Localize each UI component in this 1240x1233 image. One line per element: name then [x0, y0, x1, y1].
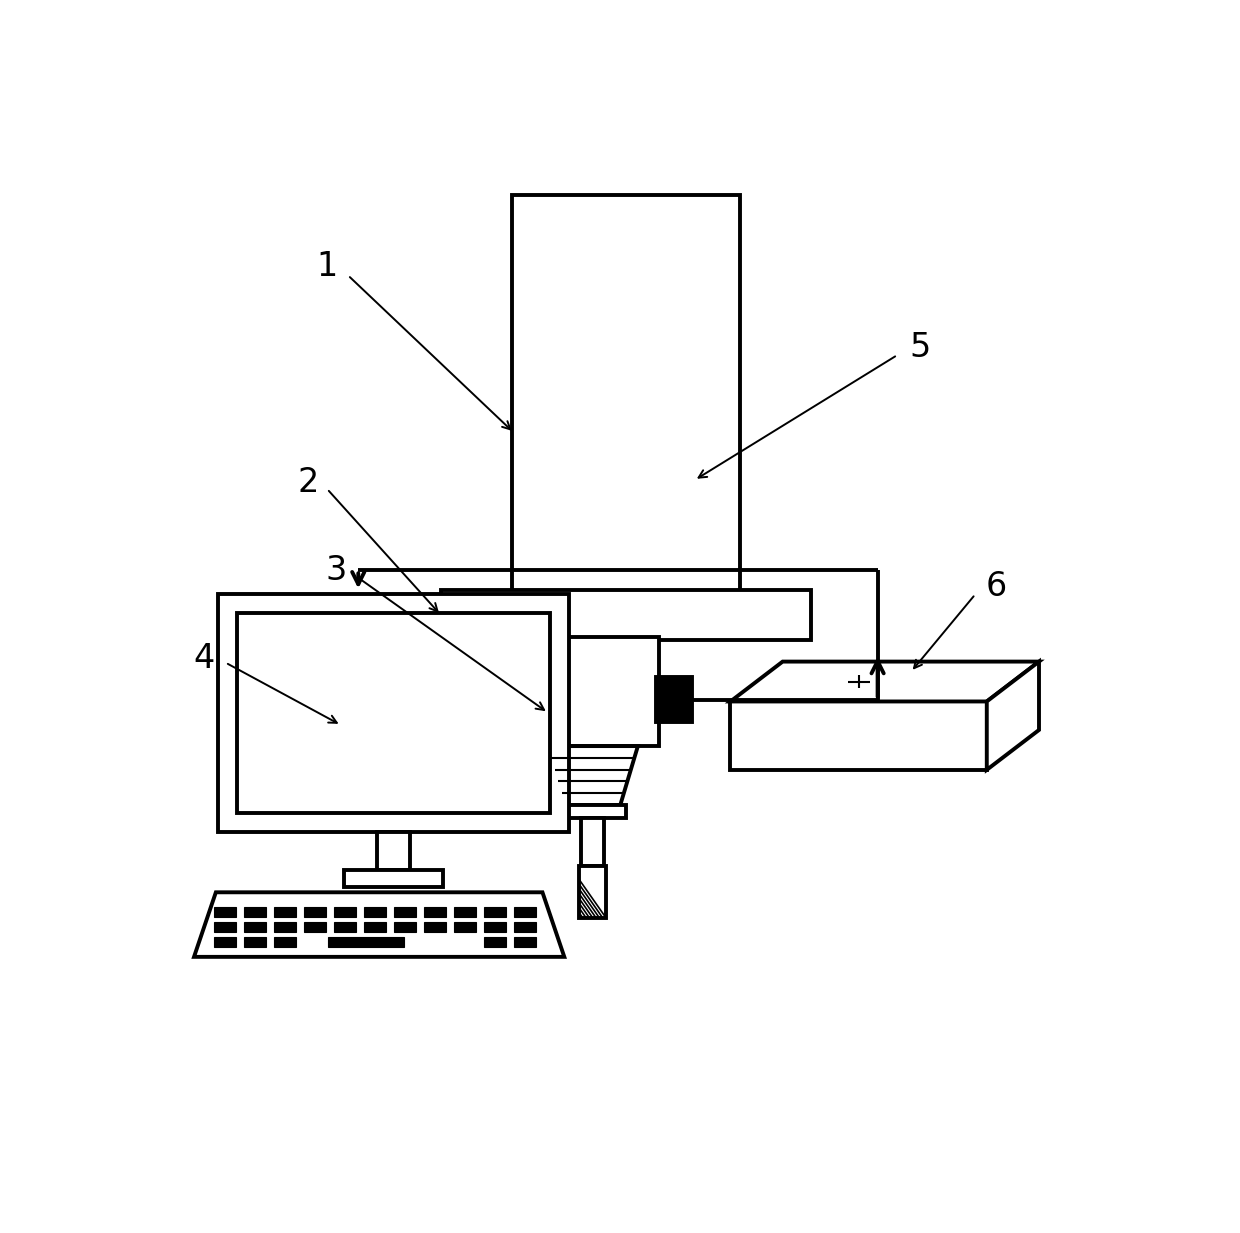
Bar — [244, 937, 265, 947]
Polygon shape — [987, 662, 1039, 769]
Bar — [485, 907, 506, 917]
Polygon shape — [730, 662, 1039, 702]
Bar — [274, 907, 295, 917]
Bar — [304, 922, 326, 932]
Text: 6: 6 — [986, 570, 1007, 603]
Bar — [329, 937, 404, 947]
Bar — [526, 637, 660, 746]
Bar — [334, 907, 356, 917]
Bar — [515, 922, 536, 932]
Bar — [515, 937, 536, 947]
Bar — [559, 805, 626, 819]
Bar — [582, 819, 604, 866]
Bar — [244, 922, 265, 932]
Bar — [454, 922, 476, 932]
Bar — [512, 196, 740, 594]
Bar — [218, 594, 569, 831]
Polygon shape — [548, 746, 637, 805]
Bar — [515, 907, 536, 917]
Bar — [237, 613, 551, 813]
Bar — [424, 907, 446, 917]
Bar — [485, 922, 506, 932]
Text: 2: 2 — [298, 466, 319, 498]
Text: 3: 3 — [326, 554, 347, 587]
Bar — [304, 907, 326, 917]
Text: 4: 4 — [193, 642, 215, 676]
Bar — [454, 907, 476, 917]
Bar — [579, 866, 606, 917]
Bar — [244, 907, 265, 917]
Bar — [485, 937, 506, 947]
Bar — [441, 591, 811, 640]
Bar — [394, 907, 415, 917]
Bar — [215, 937, 236, 947]
Bar — [215, 922, 236, 932]
Bar — [343, 869, 443, 887]
Text: 1: 1 — [316, 250, 337, 284]
Bar — [365, 907, 386, 917]
Bar — [394, 922, 415, 932]
Bar — [365, 922, 386, 932]
Polygon shape — [193, 893, 564, 957]
Bar — [656, 677, 692, 723]
Bar — [215, 907, 236, 917]
Bar — [334, 922, 356, 932]
Bar — [424, 922, 446, 932]
Text: 5: 5 — [910, 330, 931, 364]
Bar — [730, 702, 987, 769]
Bar — [274, 922, 295, 932]
Bar — [274, 937, 295, 947]
Bar — [377, 831, 410, 869]
